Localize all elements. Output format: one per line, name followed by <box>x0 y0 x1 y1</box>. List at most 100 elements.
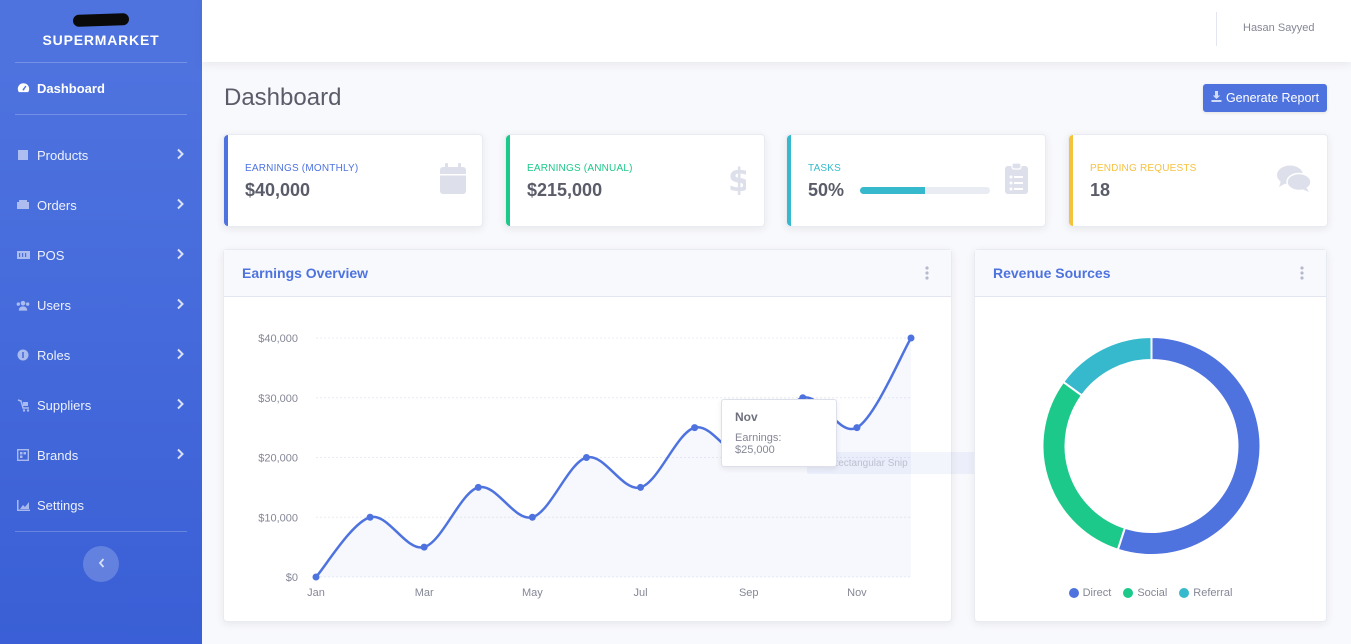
stat-label: EARNINGS (ANNUAL) <box>527 163 633 174</box>
stat-card-tasks: TASKS 50% <box>786 134 1046 227</box>
comments-icon <box>1277 165 1312 198</box>
sidebar-item-suppliers[interactable]: Suppliers <box>0 380 202 430</box>
tasks-progress-bar <box>860 187 990 194</box>
calendar-icon <box>440 163 466 199</box>
more-options-icon[interactable] <box>1300 266 1304 285</box>
orders-icon <box>16 198 30 212</box>
chevron-right-icon <box>177 348 184 363</box>
dollar-icon: $ <box>728 161 750 200</box>
sidebar-divider <box>15 114 187 115</box>
brands-icon <box>16 448 30 462</box>
sidebar-item-roles[interactable]: Roles <box>0 330 202 380</box>
sidebar-item-label: Settings <box>37 497 84 513</box>
tasks-progress-fill <box>860 187 925 194</box>
suppliers-icon <box>16 398 30 412</box>
stat-card-accent <box>1069 135 1073 226</box>
brand-logo-redacted <box>72 13 130 27</box>
settings-icon <box>16 498 30 512</box>
legend-item-direct[interactable]: Direct <box>1068 587 1112 599</box>
users-icon <box>16 298 30 312</box>
stat-label: PENDING REQUESTS <box>1090 163 1197 174</box>
earnings-overview-header: Earnings Overview <box>224 250 951 297</box>
sidebar-item-products[interactable]: Products <box>0 130 202 180</box>
snip-label: Rectangular Snip <box>831 457 908 469</box>
y-tick-label: $40,000 <box>258 333 298 345</box>
chart-tooltip: Nov Earnings: $25,000 <box>721 399 837 467</box>
sidebar-item-label: Suppliers <box>37 397 92 413</box>
legend-label: Social <box>1137 587 1168 599</box>
legend-dot <box>1179 588 1190 598</box>
data-point <box>366 513 374 521</box>
data-point <box>853 424 861 432</box>
data-point <box>420 543 428 551</box>
area-fill <box>316 338 911 577</box>
donut-legend: Direct Social Referral <box>975 587 1326 599</box>
roles-icon <box>16 348 30 362</box>
data-point <box>691 424 699 432</box>
sidebar-item-dashboard[interactable]: Dashboard <box>0 63 202 113</box>
chevron-left-icon <box>98 555 105 573</box>
stat-value: 50% <box>808 180 845 200</box>
data-point <box>907 334 915 342</box>
stat-value: $40,000 <box>245 180 311 200</box>
download-icon <box>1211 91 1222 105</box>
data-point <box>637 483 645 491</box>
stat-label: EARNINGS (MONTHLY) <box>245 163 359 174</box>
sidebar-item-settings[interactable]: Settings <box>0 480 202 530</box>
sidebar-item-label: Roles <box>37 347 71 363</box>
revenue-donut-chart[interactable] <box>975 300 1328 580</box>
stat-card-accent <box>787 135 791 226</box>
data-point <box>474 483 482 491</box>
donut-slice-social <box>1041 380 1127 551</box>
sidebar-item-label: Users <box>37 297 71 313</box>
sidebar-item-label: Brands <box>37 447 79 463</box>
user-name[interactable]: Hasan Sayyed <box>1243 22 1315 34</box>
stat-card-earnings-annual: EARNINGS (ANNUAL) $215,000 $ <box>505 134 765 227</box>
y-tick-label: $10,000 <box>258 512 298 524</box>
legend-item-social[interactable]: Social <box>1123 587 1167 599</box>
legend-label: Referral <box>1193 587 1233 599</box>
products-icon <box>16 148 30 162</box>
y-tick-label: $0 <box>286 572 298 584</box>
sidebar-item-brands[interactable]: Brands <box>0 430 202 480</box>
x-tick-label: Jul <box>634 587 648 599</box>
x-tick-label: Jan <box>307 587 325 599</box>
generate-report-button[interactable]: Generate Report <box>1203 84 1327 112</box>
data-point <box>582 454 590 461</box>
sidebar-item-users[interactable]: Users <box>0 280 202 330</box>
stat-card-pending-requests: PENDING REQUESTS 18 <box>1068 134 1328 227</box>
sidebar-item-label: Orders <box>37 197 77 213</box>
chevron-right-icon <box>177 248 184 263</box>
data-point <box>312 573 320 581</box>
tooltip-text: Earnings: $25,000 <box>735 432 782 456</box>
topbar: Hasan Sayyed <box>202 0 1351 62</box>
stat-label: TASKS <box>808 163 842 174</box>
generate-report-label: Generate Report <box>1225 91 1320 105</box>
page-title: Dashboard <box>224 84 342 111</box>
topbar-divider <box>1216 12 1217 46</box>
svg-text:$: $ <box>728 163 746 195</box>
chevron-right-icon <box>177 148 184 163</box>
donut-slice-direct <box>1116 335 1262 556</box>
sidebar-item-pos[interactable]: POS <box>0 230 202 280</box>
stat-card-accent <box>506 135 510 226</box>
brand-name: SUPERMARKET <box>42 32 160 48</box>
sidebar-divider <box>15 62 187 63</box>
tachometer-icon <box>16 81 30 95</box>
pos-icon <box>16 248 30 262</box>
stat-value: $215,000 <box>527 180 603 200</box>
legend-dot <box>1068 588 1079 598</box>
more-options-icon[interactable] <box>925 266 929 285</box>
earnings-overview-card: Earnings Overview $0 $10,000 $20,000 $30,00… <box>223 249 977 622</box>
legend-label: Direct <box>1082 587 1112 599</box>
x-tick-label: Mar <box>415 587 434 599</box>
chevron-right-icon <box>177 198 184 213</box>
brand[interactable]: SUPERMARKET <box>0 0 202 62</box>
y-tick-label: $30,000 <box>258 393 298 405</box>
revenue-sources-title: Revenue Sources <box>993 265 1111 281</box>
stat-value: 18 <box>1090 180 1111 200</box>
sidebar-item-label: Products <box>37 147 89 163</box>
legend-item-referral[interactable]: Referral <box>1179 587 1232 599</box>
sidebar-toggle-button[interactable] <box>83 546 119 582</box>
sidebar-item-orders[interactable]: Orders <box>0 180 202 230</box>
